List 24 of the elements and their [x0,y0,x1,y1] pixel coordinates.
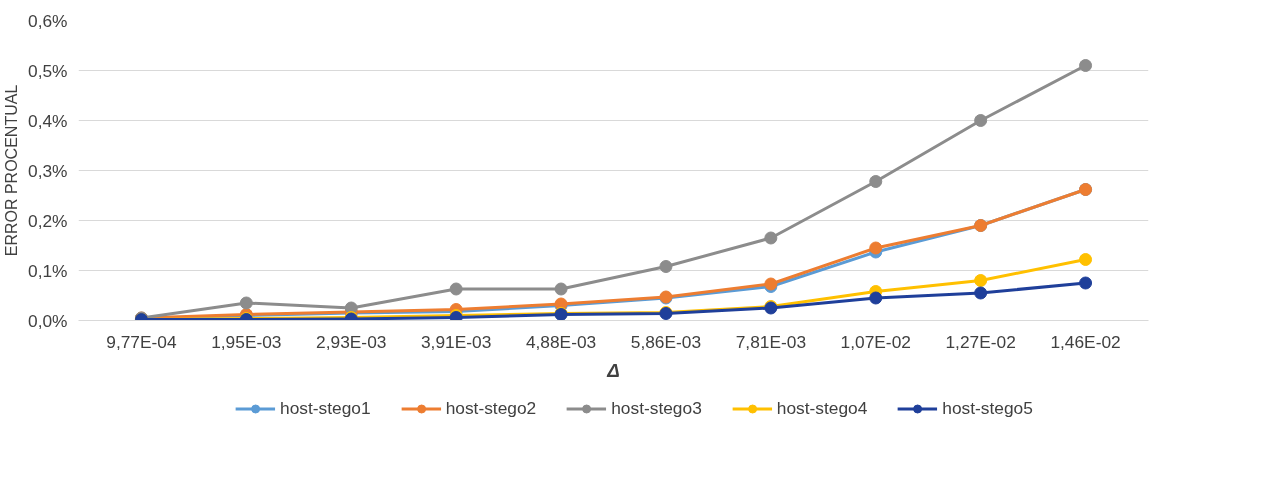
x-tick-label: 4,88E-03 [525,331,597,352]
legend-label: host-stego3 [611,397,702,419]
x-tick-label: 3,91E-03 [420,331,492,352]
x-tick-label: 1,27E-02 [945,331,1016,352]
x-tick-label: 5,86E-03 [630,331,702,352]
legend-label: host-stego5 [942,397,1033,419]
x-tick-label: 7,81E-03 [735,331,807,352]
y-tick-label: 0,6% [28,10,68,31]
x-tick-label: 9,77E-04 [106,331,177,352]
x-tick-label: 2,93E-03 [316,331,387,352]
legend-label: host-stego1 [280,397,371,419]
y-tick-label: 0,4% [28,110,68,131]
y-tick-label: 0,3% [28,160,68,181]
x-tick-label: 1,46E-02 [1050,331,1121,352]
y-tick-label: 0,1% [28,260,68,281]
x-tick-label: 1,07E-02 [840,331,911,352]
legend-label: host-stego4 [776,397,868,419]
x-tick-label: 1,95E-03 [211,331,282,352]
y-tick-label: 0,2% [28,210,68,231]
y-tick-label: 0,0% [28,310,68,331]
y-tick-label: 0,5% [28,60,68,81]
x-axis-title: Δ [606,359,620,381]
legend-label: host-stego2 [445,397,537,419]
y-axis-title: ERROR PROCENTUAL [3,84,20,257]
